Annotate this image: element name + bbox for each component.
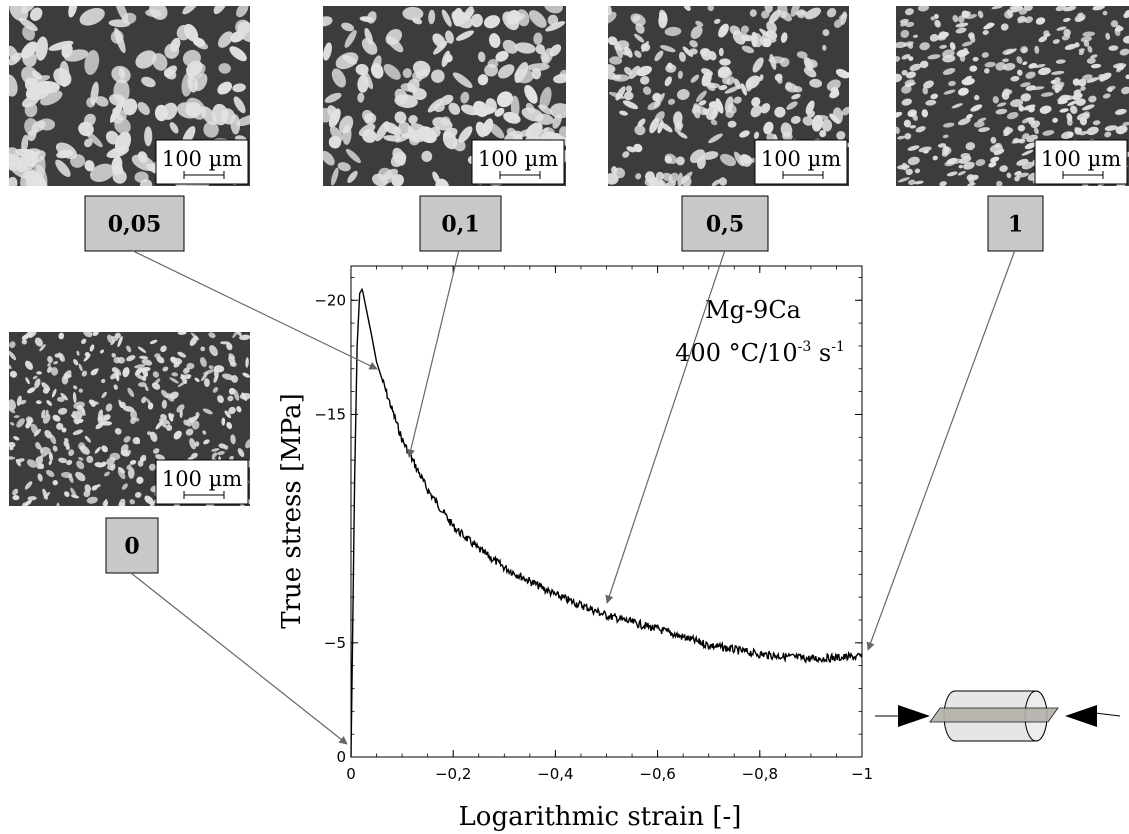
scale-bar-label: 100 µm	[1041, 147, 1121, 171]
scale-bar-box	[155, 139, 249, 185]
strain-label: 0,1	[441, 212, 479, 238]
left-load-arrow-icon	[898, 705, 930, 727]
x-tick-label: 0	[346, 765, 356, 783]
x-tick-label: −0,2	[435, 765, 471, 783]
condition-sup-1: -3	[798, 339, 812, 355]
scale-bar-box	[155, 459, 249, 505]
scale-bar-label: 100 µm	[162, 147, 242, 171]
condition-annotation: 400 °C/10-3 s-1	[675, 339, 845, 367]
y-tick-label: −20	[314, 291, 346, 309]
strain-label-box	[419, 195, 502, 252]
micrograph-panel: 100 µm 0	[9, 332, 250, 574]
arrow-1	[866, 249, 1016, 651]
y-tick-label: −15	[314, 405, 346, 423]
stress-strain-curve	[350, 287, 863, 758]
x-axis-label: Logarithmic strain [-]	[459, 802, 742, 832]
scale-bar-box	[754, 139, 848, 185]
strain-label-box	[681, 195, 769, 252]
strain-label: 0,05	[108, 212, 162, 238]
micrograph-panel: 100 µm 0,5	[608, 6, 849, 252]
strain-label: 0	[124, 534, 139, 560]
condition-prefix: 400 °C/10	[675, 339, 797, 367]
strain-label-box	[105, 517, 159, 574]
scale-bar-box	[471, 139, 565, 185]
arrow-0-5	[605, 249, 726, 604]
cutting-plane	[929, 707, 1059, 723]
stress-strain-chart: 0 −0,2 −0,4 −0,6 −0,8 −1 0 −5 −15 −20 Logarithmi…	[277, 265, 873, 832]
strain-label-box	[987, 195, 1044, 252]
strain-label-box	[84, 195, 185, 252]
micrograph-panel: 100 µm 0,05	[9, 6, 250, 252]
strain-label: 0,5	[706, 212, 744, 238]
material-annotation: Mg-9Ca	[705, 296, 801, 324]
scale-bar-box	[1034, 139, 1128, 185]
x-tick-label: −0,4	[537, 765, 573, 783]
compression-specimen-icon	[875, 690, 1121, 742]
micrograph-panel: 100 µm 1	[896, 6, 1129, 252]
x-tick-label: −0,6	[639, 765, 675, 783]
right-load-arrow-icon	[1065, 705, 1097, 727]
arrow-0	[130, 572, 348, 745]
condition-sup-2: -1	[831, 339, 845, 355]
y-axis-ticks: 0 −5 −15 −20	[314, 277, 862, 766]
x-tick-label: −1	[851, 765, 873, 783]
right-load-line	[1094, 712, 1121, 717]
arrow-0-05	[130, 249, 378, 370]
y-tick-label: −5	[324, 634, 346, 652]
y-axis-label: True stress [MPa]	[277, 393, 307, 628]
microstructure-texture	[9, 332, 250, 506]
arrow-0-1	[406, 249, 460, 458]
x-tick-label: −0,8	[742, 765, 778, 783]
scale-bar-label: 100 µm	[162, 467, 242, 491]
scale-bar-label: 100 µm	[478, 147, 558, 171]
strain-arrows	[130, 249, 1016, 745]
strain-label: 1	[1008, 212, 1023, 238]
micrograph-panel: 100 µm 0,1	[323, 6, 566, 252]
condition-mid: s	[811, 339, 831, 367]
scale-bar-label: 100 µm	[761, 147, 841, 171]
y-tick-label: 0	[336, 748, 346, 766]
